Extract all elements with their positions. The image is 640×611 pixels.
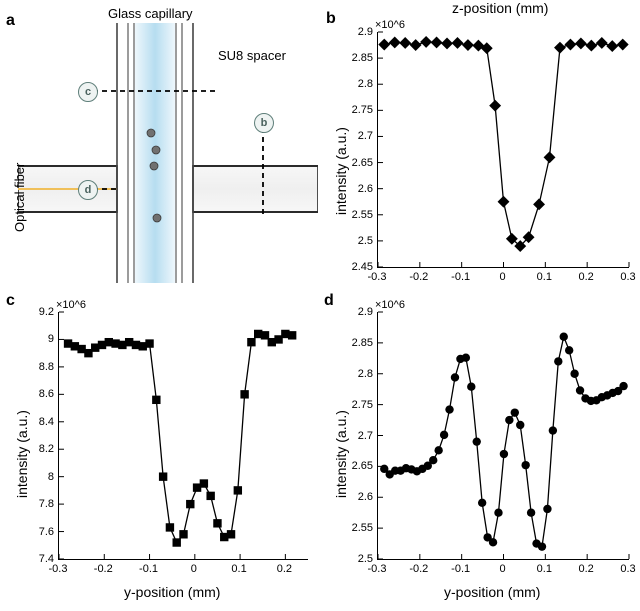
ytick-label: 2.8 xyxy=(358,368,373,380)
xtick-label: 0 xyxy=(191,563,197,575)
ytick-label: 2.9 xyxy=(358,306,373,318)
panel-b-letter: b xyxy=(326,10,336,28)
ytick-label: 2.8 xyxy=(358,78,373,90)
panel-b: b z-position (mm) intensity (a.u.) ×10^6… xyxy=(322,0,640,290)
ytick-label: 2.65 xyxy=(352,157,373,169)
panel-c: c y-position (mm) intensity (a.u.) ×10^6… xyxy=(0,290,322,611)
ytick-label: 8.4 xyxy=(39,416,54,428)
ytick-label: 7.8 xyxy=(39,498,54,510)
panel-a-letter: a xyxy=(6,12,15,30)
panel-a-tag-d: d xyxy=(78,180,98,200)
label-glass-capillary: Glass capillary xyxy=(108,6,193,21)
panel-c-axes xyxy=(58,312,308,560)
panel-d-axes xyxy=(377,312,629,560)
ytick-label: 8.6 xyxy=(39,388,54,400)
ytick-label: 7.4 xyxy=(39,553,54,565)
panel-b-xlabel: z-position (mm) xyxy=(452,0,548,16)
ytick-label: 2.6 xyxy=(358,491,373,503)
panel-a-tag-c: c xyxy=(78,82,98,102)
ytick-label: 2.5 xyxy=(358,235,373,247)
panel-c-xlabel: y-position (mm) xyxy=(124,584,220,600)
ytick-label: 2.75 xyxy=(352,399,373,411)
xtick-label: 0.1 xyxy=(537,563,552,575)
ytick-label: 8 xyxy=(48,471,54,483)
panel-b-ylabel: intensity (a.u.) xyxy=(333,127,349,215)
xtick-label: 0.1 xyxy=(537,271,552,283)
ytick-label: 2.55 xyxy=(352,209,373,221)
panel-d-ylabel: intensity (a.u.) xyxy=(333,410,349,498)
ytick-label: 2.85 xyxy=(352,52,373,64)
ytick-label: 9.2 xyxy=(39,306,54,318)
panel-d-plot xyxy=(378,312,630,560)
ytick-label: 2.9 xyxy=(358,26,373,38)
xtick-label: 0 xyxy=(499,563,505,575)
ytick-label: 2.45 xyxy=(352,261,373,273)
panel-c-ylabel: intensity (a.u.) xyxy=(14,410,30,498)
xtick-label: -0.2 xyxy=(409,271,428,283)
ytick-label: 8.2 xyxy=(39,443,54,455)
xtick-label: 0 xyxy=(499,271,505,283)
ytick-label: 2.7 xyxy=(358,130,373,142)
panel-b-axes xyxy=(377,32,629,268)
ytick-label: 2.5 xyxy=(358,553,373,565)
panel-b-plot xyxy=(378,32,630,268)
xtick-label: 0.3 xyxy=(620,271,635,283)
ytick-label: 2.65 xyxy=(352,460,373,472)
panel-a: a xyxy=(0,0,322,290)
panel-c-letter: c xyxy=(6,292,15,310)
xtick-label: -0.1 xyxy=(139,563,158,575)
panel-c-exp: ×10^6 xyxy=(56,299,86,311)
panel-d-exp: ×10^6 xyxy=(375,299,405,311)
panel-b-exp: ×10^6 xyxy=(375,19,405,31)
xtick-label: -0.2 xyxy=(409,563,428,575)
panel-d: d y-position (mm) intensity (a.u.) ×10^6… xyxy=(322,290,640,611)
ytick-label: 9 xyxy=(48,333,54,345)
ytick-label: 8.8 xyxy=(39,361,54,373)
panel-c-plot xyxy=(59,312,309,560)
panel-a-tag-b: b xyxy=(254,113,274,133)
xtick-label: -0.2 xyxy=(94,563,113,575)
xtick-label: 0.3 xyxy=(620,563,635,575)
ytick-label: 7.6 xyxy=(39,526,54,538)
ytick-label: 2.7 xyxy=(358,430,373,442)
ytick-label: 2.85 xyxy=(352,337,373,349)
label-optical-fiber: Optical fiber xyxy=(12,163,27,232)
xtick-label: -0.1 xyxy=(451,271,470,283)
label-su8-spacer: SU8 spacer xyxy=(218,48,286,63)
xtick-label: 0.1 xyxy=(231,563,246,575)
xtick-label: 0.2 xyxy=(579,271,594,283)
ytick-label: 2.6 xyxy=(358,183,373,195)
panel-d-xlabel: y-position (mm) xyxy=(444,584,540,600)
ytick-label: 2.75 xyxy=(352,104,373,116)
xtick-label: 0.2 xyxy=(579,563,594,575)
xtick-label: 0.2 xyxy=(277,563,292,575)
panel-d-letter: d xyxy=(324,292,334,310)
ytick-label: 2.55 xyxy=(352,522,373,534)
xtick-label: -0.1 xyxy=(451,563,470,575)
